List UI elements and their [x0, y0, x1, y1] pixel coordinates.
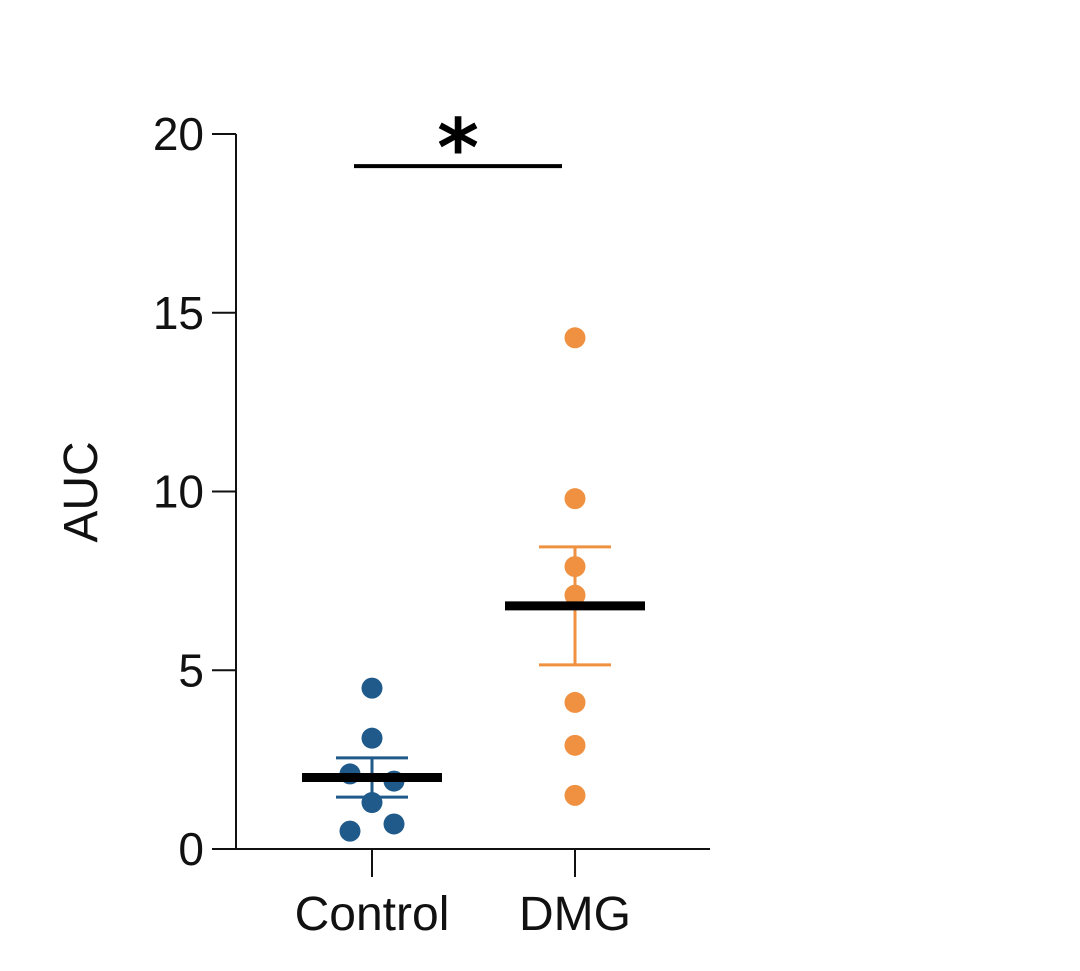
x-tick-label: DMG — [519, 888, 631, 941]
data-point — [564, 327, 586, 349]
axes: 0 5 10 15 20 Control DMG — [153, 108, 710, 941]
data-point — [361, 677, 383, 699]
data-point — [564, 734, 586, 756]
significance-asterisk: * — [437, 102, 479, 195]
y-tick-label: 5 — [178, 644, 204, 696]
data-point — [564, 784, 586, 806]
data-point — [361, 727, 383, 749]
y-axis-title: AUC — [55, 441, 108, 542]
data-point — [564, 691, 586, 713]
y-tick-label: 15 — [153, 287, 204, 339]
data-marks: * — [302, 102, 645, 842]
y-tick-label: 0 — [178, 823, 204, 875]
data-point — [564, 488, 586, 510]
y-tick-label: 20 — [153, 108, 204, 160]
x-tick-label: Control — [295, 888, 450, 941]
data-point — [339, 820, 361, 842]
y-tick-label: 10 — [153, 466, 204, 518]
data-point — [383, 813, 405, 835]
